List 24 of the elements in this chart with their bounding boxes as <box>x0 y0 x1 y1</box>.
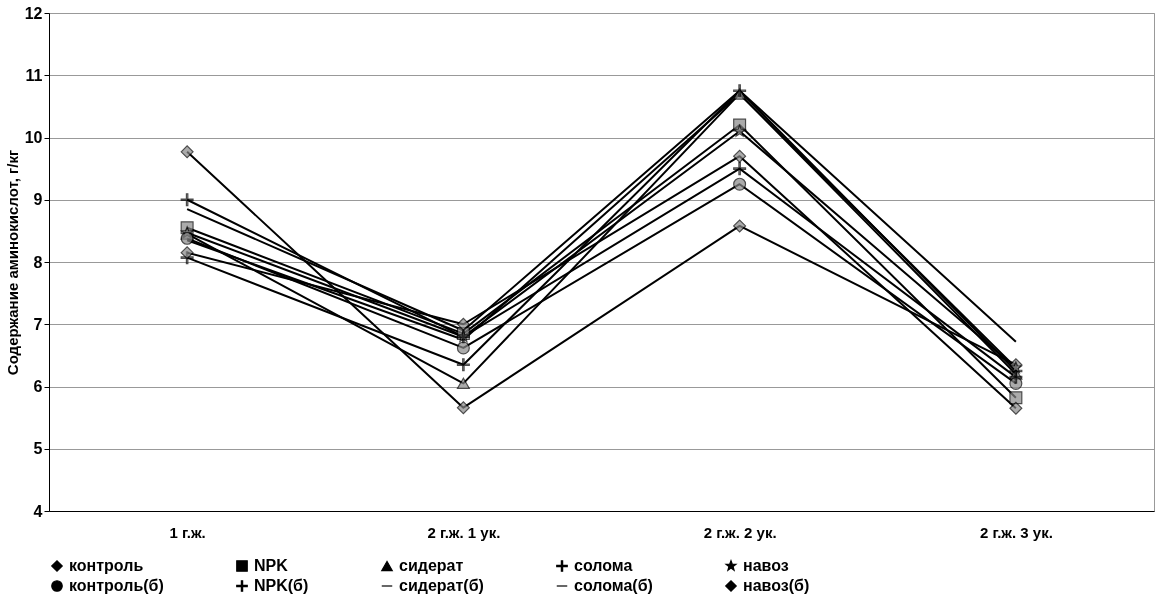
legend-label: солома <box>574 557 633 574</box>
y-axis-title: Содержание аминокислот, г/кг <box>3 149 21 376</box>
legend-label: сидерат <box>399 557 464 574</box>
x-tick-label: 2 г.ж. 3 ук. <box>979 523 1053 541</box>
y-tick-label: 9 <box>33 191 43 209</box>
legend-label: сидерат(б) <box>399 577 484 594</box>
legend-label: контроль(б) <box>69 577 164 594</box>
y-tick-label: 10 <box>24 129 43 146</box>
x-tick-label: 2 г.ж. 1 ук. <box>427 523 501 541</box>
legend-label: NPK(б) <box>254 577 309 594</box>
y-tick-label: 4 <box>33 502 43 520</box>
y-tick-label: 8 <box>33 253 43 271</box>
y-tick-label: 11 <box>25 66 43 84</box>
legend-label: солома(б) <box>574 577 653 594</box>
y-tick-label: 12 <box>24 4 43 22</box>
legend-label: NPK <box>254 557 289 574</box>
x-tick-label: 2 г.ж. 2 ук. <box>703 523 777 541</box>
legend-label: навоз <box>743 557 789 574</box>
y-tick-label: 7 <box>33 315 43 333</box>
y-tick-label: 5 <box>33 440 43 458</box>
y-tick-label: 6 <box>33 378 43 395</box>
legend-label: навоз(б) <box>743 577 810 594</box>
legend-label: контроль <box>69 557 144 574</box>
x-tick-label: 1 г.ж. <box>169 523 206 541</box>
